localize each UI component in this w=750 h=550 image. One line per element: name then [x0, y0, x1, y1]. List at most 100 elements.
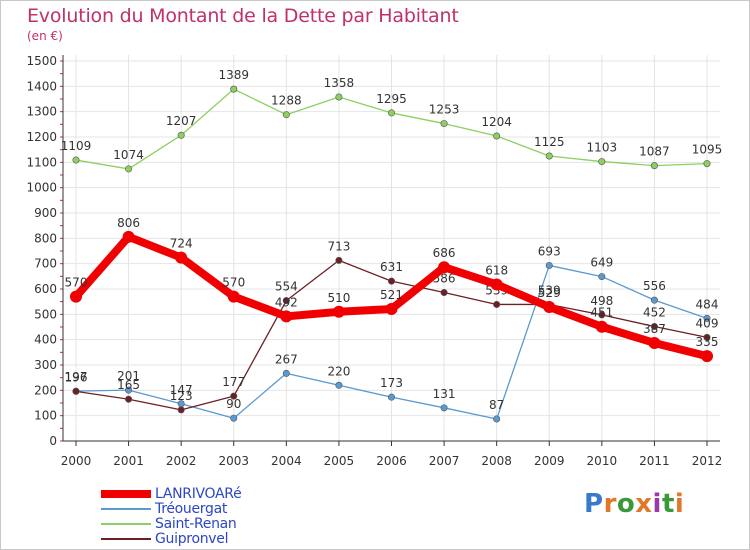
data-label-guipronvel: 196	[65, 370, 88, 384]
data-label-guipronvel: 123	[170, 389, 193, 403]
legend-swatch-saint-renan	[101, 523, 151, 525]
data-point-lanrivoar-	[175, 251, 188, 264]
data-point-saint-renan	[177, 131, 185, 139]
data-label-saint-renan: 1253	[429, 103, 460, 117]
data-point-tr-ouergat	[598, 273, 606, 281]
data-point-tr-ouergat	[335, 381, 343, 389]
data-point-saint-renan	[545, 152, 553, 160]
data-label-lanrivoar-: 521	[380, 288, 403, 302]
logo-letter: t	[661, 489, 675, 519]
data-label-saint-renan: 1109	[61, 139, 92, 153]
logo-letter: i	[652, 489, 662, 519]
legend-item-treouergat: Tréouergat	[101, 501, 227, 517]
data-label-guipronvel: 539	[538, 283, 561, 297]
data-label-saint-renan: 1207	[166, 114, 197, 128]
data-point-guipronvel	[387, 277, 395, 285]
y-tick-label: 1200	[26, 130, 57, 144]
data-label-saint-renan: 1358	[324, 76, 355, 90]
data-point-tr-ouergat	[230, 414, 238, 422]
data-point-guipronvel	[440, 289, 448, 297]
data-label-saint-renan: 1125	[534, 135, 565, 149]
data-label-saint-renan: 1074	[113, 148, 144, 162]
data-point-tr-ouergat	[387, 393, 395, 401]
data-point-guipronvel	[230, 392, 238, 400]
data-label-tr-ouergat: 693	[538, 244, 561, 258]
data-point-tr-ouergat	[650, 296, 658, 304]
data-point-saint-renan	[230, 85, 238, 93]
x-tick-label: 2012	[692, 454, 723, 468]
logo-letter: r	[603, 489, 617, 519]
data-point-guipronvel	[493, 300, 501, 308]
data-label-saint-renan: 1288	[271, 94, 302, 108]
chart-unit: (en €)	[27, 29, 63, 43]
data-point-lanrivoar-	[332, 305, 345, 318]
data-label-guipronvel: 554	[275, 280, 298, 294]
x-tick-label: 2010	[587, 454, 618, 468]
data-point-guipronvel	[650, 322, 658, 330]
data-label-saint-renan: 1087	[639, 145, 670, 159]
data-point-tr-ouergat	[282, 369, 290, 377]
y-tick-label: 0	[49, 434, 57, 448]
data-label-guipronvel: 177	[222, 375, 245, 389]
data-point-tr-ouergat	[545, 261, 553, 269]
data-label-tr-ouergat: 173	[380, 376, 403, 390]
data-point-lanrivoar-	[701, 350, 713, 363]
y-tick-label: 500	[34, 307, 57, 321]
data-point-tr-ouergat	[493, 415, 501, 423]
data-label-lanrivoar-: 335	[696, 335, 719, 349]
data-point-lanrivoar-	[438, 261, 451, 274]
legend-swatch-treouergat	[101, 508, 151, 510]
x-tick-label: 2006	[376, 454, 407, 468]
legend-label-lanrivoare: LANRIVOARé	[155, 486, 242, 502]
data-label-guipronvel: 498	[590, 294, 613, 308]
data-point-guipronvel	[703, 333, 711, 341]
y-tick-label: 800	[34, 231, 57, 245]
data-point-lanrivoar-	[490, 278, 503, 291]
data-point-saint-renan	[387, 109, 395, 117]
data-point-guipronvel	[282, 297, 290, 305]
data-point-saint-renan	[493, 132, 501, 140]
data-label-saint-renan: 1295	[376, 92, 407, 106]
legend-label-guipronvel: Guipronvel	[155, 531, 229, 547]
data-label-lanrivoar-: 686	[433, 246, 456, 260]
data-point-saint-renan	[650, 162, 658, 170]
data-label-guipronvel: 631	[380, 260, 403, 274]
data-point-saint-renan	[598, 158, 606, 166]
y-tick-label: 1100	[26, 155, 57, 169]
data-label-guipronvel: 713	[327, 239, 350, 253]
data-point-lanrivoar-	[280, 310, 293, 323]
data-point-tr-ouergat	[703, 314, 711, 322]
data-label-guipronvel: 452	[643, 305, 666, 319]
data-point-lanrivoar-	[648, 336, 661, 349]
data-label-tr-ouergat: 87	[489, 398, 504, 412]
data-label-saint-renan: 1204	[481, 115, 512, 129]
data-label-lanrivoar-: 529	[538, 286, 561, 300]
y-tick-label: 1500	[26, 54, 57, 68]
data-label-tr-ouergat: 147	[170, 383, 193, 397]
x-tick-label: 2007	[429, 454, 460, 468]
data-label-saint-renan: 1103	[587, 141, 618, 155]
data-point-saint-renan	[703, 160, 711, 168]
data-point-saint-renan	[282, 111, 290, 119]
y-tick-label: 100	[34, 409, 57, 423]
logo-letter: i	[674, 489, 685, 519]
y-tick-label: 200	[34, 383, 57, 397]
data-point-guipronvel	[125, 395, 133, 403]
x-tick-label: 2009	[534, 454, 565, 468]
data-label-lanrivoar-: 451	[590, 306, 613, 320]
data-point-saint-renan	[440, 120, 448, 128]
data-point-lanrivoar-	[227, 290, 240, 303]
x-tick-label: 2008	[481, 454, 512, 468]
y-tick-label: 900	[34, 206, 57, 220]
proxiti-logo: Proxiti	[584, 489, 684, 519]
y-tick-label: 1000	[26, 181, 57, 195]
data-point-lanrivoar-	[543, 300, 556, 313]
data-label-tr-ouergat: 201	[117, 369, 140, 383]
data-point-lanrivoar-	[385, 303, 398, 316]
logo-letter: P	[584, 489, 604, 519]
data-label-tr-ouergat: 484	[696, 297, 719, 311]
legend-swatch-lanrivoare	[101, 490, 151, 498]
legend-item-saint-renan: Saint-Renan	[101, 516, 237, 532]
data-label-lanrivoar-: 724	[170, 237, 193, 251]
